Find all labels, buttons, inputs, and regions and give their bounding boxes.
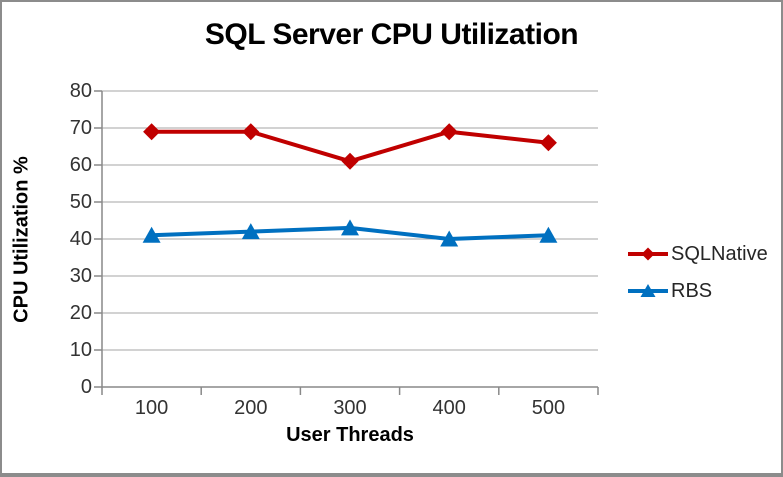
x-tick-label: 100 bbox=[134, 397, 169, 419]
series-marker-SQLNative bbox=[440, 123, 458, 141]
legend-item-rbs: RBS bbox=[628, 277, 781, 305]
y-tick-label: 60 bbox=[69, 154, 92, 176]
series-marker-SQLNative bbox=[341, 152, 359, 170]
y-tick-label: 10 bbox=[69, 339, 92, 361]
series-marker-SQLNative bbox=[539, 134, 557, 152]
y-axis-title: CPU Utilization % bbox=[10, 156, 33, 323]
legend-marker-sqlnative bbox=[628, 247, 668, 261]
x-tick-label: 200 bbox=[234, 397, 268, 419]
series-marker-RBS bbox=[341, 219, 359, 236]
x-tick-label: 500 bbox=[531, 397, 566, 419]
series-marker-SQLNative bbox=[242, 123, 260, 141]
series-marker-RBS bbox=[142, 226, 161, 243]
x-tick-label: 300 bbox=[333, 397, 367, 419]
legend-item-sqlnative: SQLNative bbox=[628, 240, 781, 268]
y-tick-label: 30 bbox=[69, 265, 92, 287]
legend: SQLNative RBS bbox=[628, 240, 781, 314]
y-tick-label: 0 bbox=[80, 376, 92, 398]
y-tick-label: 70 bbox=[69, 117, 92, 139]
x-tick-label: 400 bbox=[432, 397, 466, 419]
series-marker-RBS bbox=[440, 230, 459, 247]
y-tick-label: 50 bbox=[69, 191, 92, 213]
legend-marker-rbs bbox=[628, 284, 668, 297]
y-tick-label: 40 bbox=[69, 228, 92, 250]
legend-label-rbs: RBS bbox=[671, 279, 713, 302]
y-tick-label: 80 bbox=[69, 80, 92, 102]
chart-title: SQL Server CPU Utilization bbox=[204, 18, 579, 51]
series-marker-RBS bbox=[539, 226, 558, 243]
y-tick-label: 20 bbox=[69, 302, 92, 324]
series-marker-SQLNative bbox=[143, 123, 161, 141]
series-marker-RBS bbox=[241, 223, 260, 240]
x-axis-title: User Threads bbox=[286, 424, 414, 446]
legend-label-sqlnative: SQLNative bbox=[671, 242, 768, 265]
